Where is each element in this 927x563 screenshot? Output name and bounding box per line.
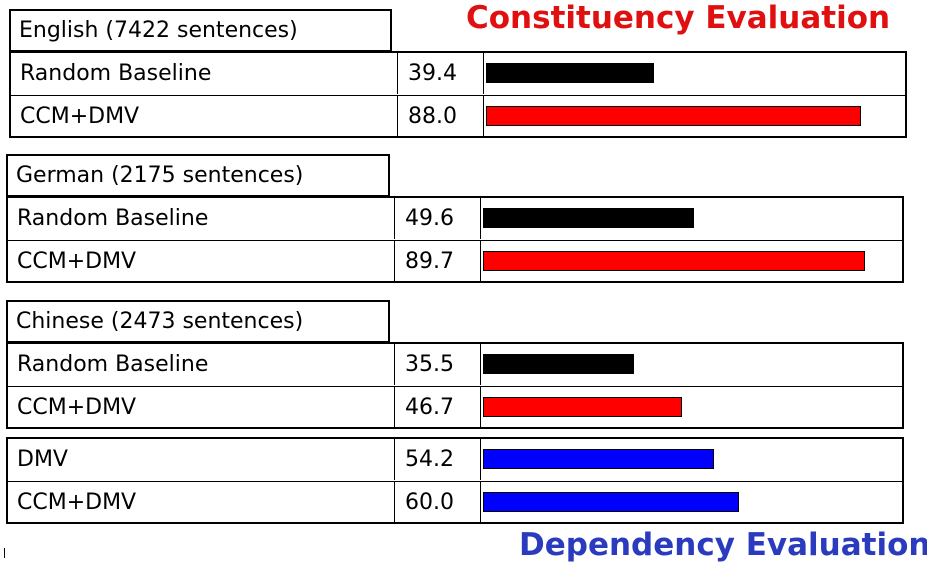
row-value: 54.2 xyxy=(395,439,481,480)
row-value: 39.4 xyxy=(398,53,484,94)
german-table: Random Baseline 49.6 CCM+DMV 89.7 xyxy=(6,196,904,283)
chinese-row-random-baseline: Random Baseline 35.5 xyxy=(8,344,902,385)
german-header: German (2175 sentences) xyxy=(6,154,390,197)
row-value: 49.6 xyxy=(395,198,481,239)
row-label: Random Baseline xyxy=(8,198,395,239)
chinese-table: Random Baseline 35.5 CCM+DMV 46.7 xyxy=(6,342,904,429)
row-label: CCM+DMV xyxy=(8,241,395,281)
dependency-table: DMV 54.2 CCM+DMV 60.0 xyxy=(6,437,904,524)
german-random-baseline-bar xyxy=(483,208,695,228)
stray-tick-mark xyxy=(4,548,5,558)
row-value: 88.0 xyxy=(398,96,484,136)
row-label: CCM+DMV xyxy=(11,96,398,136)
english-row-random-baseline: Random Baseline 39.4 xyxy=(11,53,905,94)
chinese-header: Chinese (2473 sentences) xyxy=(6,300,390,343)
row-value: 60.0 xyxy=(395,482,481,522)
chinese-ccm-dmv-bar xyxy=(483,397,682,417)
row-label: Random Baseline xyxy=(8,344,395,385)
row-label: CCM+DMV xyxy=(8,482,395,522)
constituency-evaluation-title: Constituency Evaluation xyxy=(466,0,891,36)
row-label: DMV xyxy=(8,439,395,480)
chinese-random-baseline-bar xyxy=(483,354,635,374)
german-row-ccm-dmv: CCM+DMV 89.7 xyxy=(8,240,902,281)
dependency-evaluation-title: Dependency Evaluation xyxy=(519,527,927,563)
english-random-baseline-bar xyxy=(486,63,654,83)
german-row-random-baseline: Random Baseline 49.6 xyxy=(8,198,902,239)
english-table: Random Baseline 39.4 CCM+DMV 88.0 xyxy=(9,51,907,138)
chinese-row-ccm-dmv: CCM+DMV 46.7 xyxy=(8,386,902,427)
row-label: CCM+DMV xyxy=(8,387,395,427)
german-ccm-dmv-bar xyxy=(483,251,866,271)
english-ccm-dmv-bar xyxy=(486,106,861,126)
dependency-ccm-dmv-bar xyxy=(483,492,739,512)
english-row-ccm-dmv: CCM+DMV 88.0 xyxy=(11,95,905,136)
dependency-row-dmv: DMV 54.2 xyxy=(8,439,902,480)
dependency-row-ccm-dmv: CCM+DMV 60.0 xyxy=(8,481,902,522)
dependency-dmv-bar xyxy=(483,449,714,469)
row-label: Random Baseline xyxy=(11,53,398,94)
row-value: 46.7 xyxy=(395,387,481,427)
row-value: 89.7 xyxy=(395,241,481,281)
english-header: English (7422 sentences) xyxy=(9,9,392,52)
row-value: 35.5 xyxy=(395,344,481,385)
